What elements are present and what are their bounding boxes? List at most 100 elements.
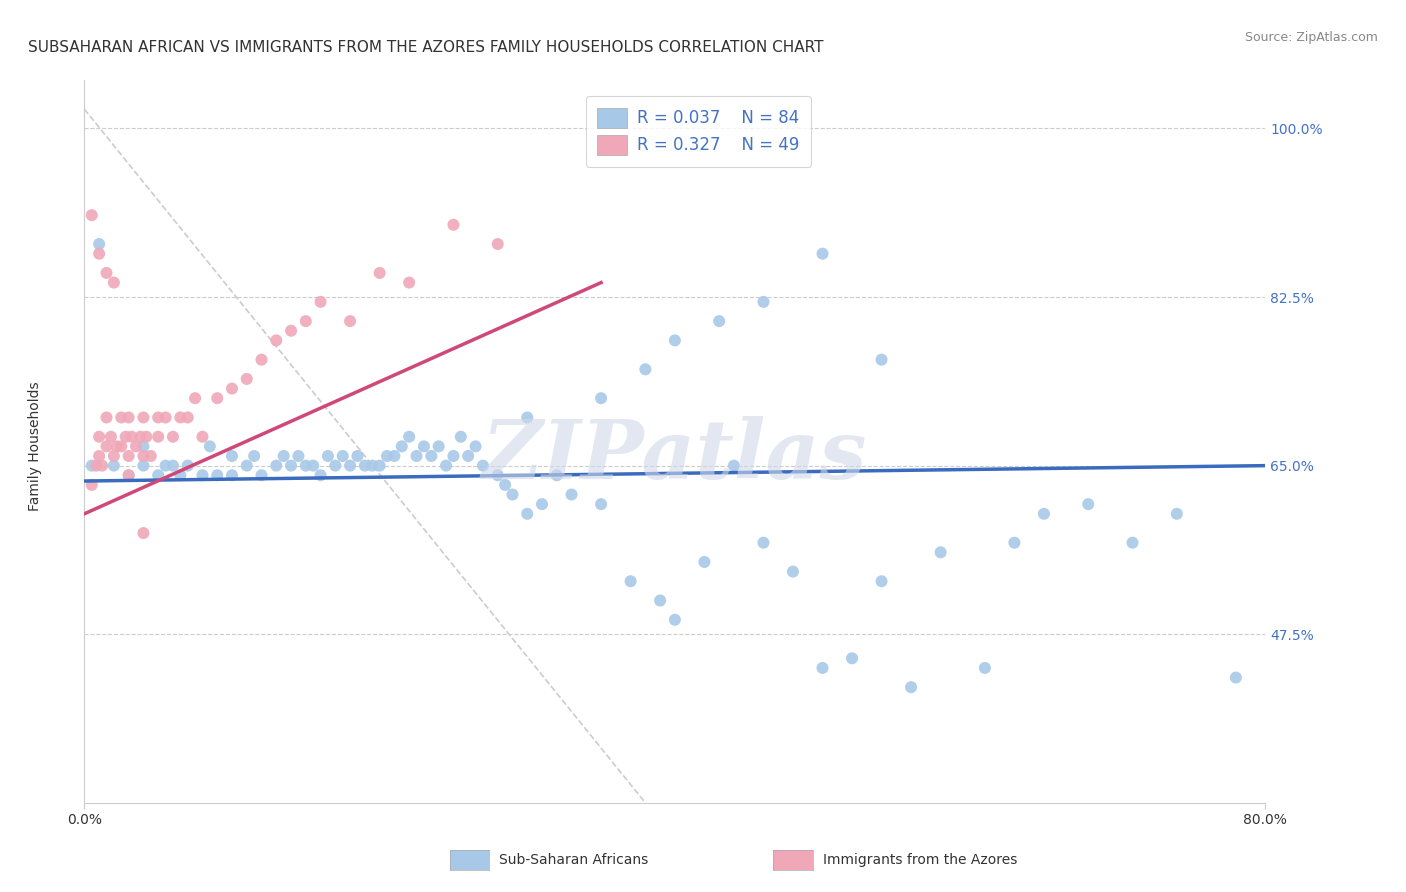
Point — [250, 352, 273, 367]
Point — [811, 661, 834, 675]
Point — [236, 458, 259, 473]
Point — [443, 218, 465, 232]
Point — [382, 449, 406, 463]
Point — [516, 507, 538, 521]
Point — [177, 410, 200, 425]
Point — [80, 208, 103, 222]
Point — [87, 237, 111, 252]
Point — [723, 458, 745, 473]
Point — [135, 430, 157, 444]
Point — [346, 449, 368, 463]
Point — [302, 458, 325, 473]
Point — [129, 430, 152, 444]
Point — [332, 449, 354, 463]
Point — [354, 458, 377, 473]
Point — [169, 468, 191, 483]
Point — [634, 362, 657, 376]
Point — [339, 458, 361, 473]
Legend: R = 0.037    N = 84, R = 0.327    N = 49: R = 0.037 N = 84, R = 0.327 N = 49 — [586, 95, 811, 167]
Point — [405, 449, 427, 463]
Point — [664, 613, 686, 627]
Point — [650, 593, 672, 607]
Point — [250, 468, 273, 483]
Point — [516, 410, 538, 425]
Point — [295, 314, 318, 328]
Point — [811, 246, 834, 260]
Point — [472, 458, 495, 473]
Point — [155, 458, 177, 473]
Point — [96, 439, 118, 453]
Point — [591, 391, 613, 405]
Point — [105, 439, 128, 453]
Point — [1122, 535, 1144, 549]
Point — [295, 458, 318, 473]
Point — [177, 458, 200, 473]
Point — [87, 449, 111, 463]
Text: SUBSAHARAN AFRICAN VS IMMIGRANTS FROM THE AZORES FAMILY HOUSEHOLDS CORRELATION C: SUBSAHARAN AFRICAN VS IMMIGRANTS FROM TH… — [28, 40, 824, 55]
Point — [191, 430, 214, 444]
Point — [221, 468, 243, 483]
Point — [752, 294, 775, 309]
Point — [121, 430, 143, 444]
Point — [709, 314, 731, 328]
Point — [198, 439, 221, 453]
Point — [207, 391, 229, 405]
Point — [1166, 507, 1188, 521]
Point — [184, 391, 207, 405]
Point — [87, 246, 111, 260]
Point — [100, 430, 122, 444]
Point — [1077, 497, 1099, 511]
Point — [84, 458, 107, 473]
Point — [207, 468, 229, 483]
Point — [325, 458, 347, 473]
Point — [486, 468, 509, 483]
Point — [531, 497, 554, 511]
Point — [693, 555, 716, 569]
Point — [501, 487, 523, 501]
Point — [103, 449, 125, 463]
Point — [391, 439, 413, 453]
Point — [236, 372, 259, 386]
Point — [132, 439, 155, 453]
Text: Source: ZipAtlas.com: Source: ZipAtlas.com — [1244, 31, 1378, 45]
Point — [413, 439, 436, 453]
Point — [96, 410, 118, 425]
Point — [752, 535, 775, 549]
Text: Immigrants from the Azores: Immigrants from the Azores — [823, 853, 1017, 867]
Point — [591, 497, 613, 511]
Point — [443, 449, 465, 463]
Point — [191, 468, 214, 483]
Point — [132, 410, 155, 425]
Point — [900, 680, 922, 694]
Point — [162, 430, 184, 444]
Point — [139, 449, 162, 463]
Point — [561, 487, 583, 501]
Point — [273, 449, 295, 463]
Point — [114, 430, 136, 444]
Point — [464, 439, 486, 453]
Point — [546, 468, 568, 483]
Point — [974, 661, 997, 675]
Point — [841, 651, 863, 665]
Point — [148, 430, 170, 444]
Point — [110, 410, 132, 425]
Text: Sub-Saharan Africans: Sub-Saharan Africans — [499, 853, 648, 867]
Point — [132, 526, 155, 541]
Point — [155, 410, 177, 425]
Point — [118, 468, 141, 483]
Point — [148, 410, 170, 425]
Point — [870, 574, 893, 589]
Point — [486, 237, 509, 252]
Point — [96, 266, 118, 280]
Point — [103, 276, 125, 290]
Point — [125, 439, 148, 453]
Point — [929, 545, 952, 559]
Point — [132, 449, 155, 463]
Point — [169, 410, 191, 425]
Point — [110, 439, 132, 453]
Point — [420, 449, 443, 463]
Point — [361, 458, 384, 473]
Point — [434, 458, 457, 473]
Point — [87, 430, 111, 444]
Point — [266, 334, 288, 348]
